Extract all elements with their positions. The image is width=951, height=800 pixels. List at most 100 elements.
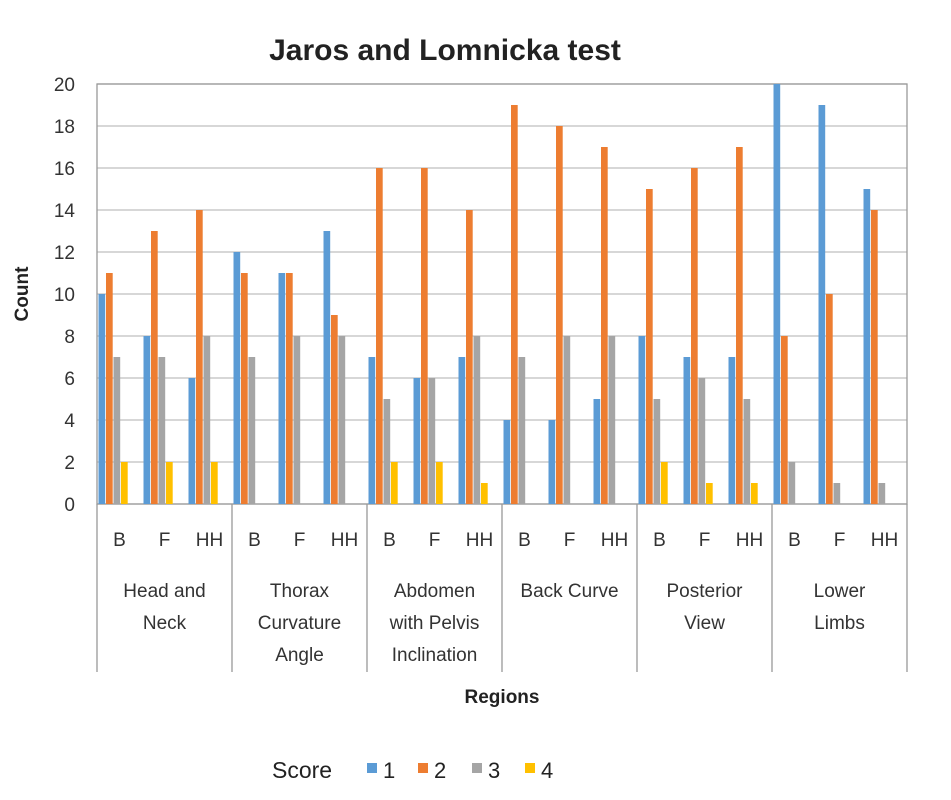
- subcategory-label: F: [294, 530, 306, 551]
- bar-series-1: [548, 420, 556, 504]
- bar-series-1: [818, 105, 826, 504]
- subcategory-label: F: [429, 530, 441, 551]
- gridlines: 0 2 4 6 8 10 12 14 16 18 20: [54, 75, 908, 516]
- bar-series-1: [413, 378, 421, 504]
- bar-series-2: [466, 210, 473, 504]
- legend: Score 1 2 3 4: [272, 757, 553, 783]
- bar-series-4: [661, 462, 668, 504]
- bar-series-3: [878, 483, 886, 504]
- y-tick-label: 10: [54, 285, 75, 306]
- group-label: Curvature: [258, 613, 341, 634]
- bar-series-3: [248, 357, 256, 504]
- subcategory-label: B: [248, 530, 261, 551]
- group-label: Back Curve: [520, 581, 618, 602]
- bar-series-2: [871, 210, 878, 504]
- group-label: Inclination: [392, 645, 478, 666]
- subcategory-label: HH: [736, 530, 763, 551]
- bar-series-2: [691, 168, 698, 504]
- legend-label-2: 2: [434, 758, 446, 783]
- bar-series-3: [158, 357, 166, 504]
- bar-series-2: [151, 231, 158, 504]
- bar-series-1: [863, 189, 871, 504]
- legend-label-3: 3: [488, 758, 500, 783]
- bar-series-4: [166, 462, 173, 504]
- group-label: Limbs: [814, 613, 865, 634]
- y-tick-label: 2: [64, 453, 75, 474]
- group-label: Lower: [814, 581, 866, 602]
- legend-swatch-2: [418, 763, 428, 773]
- group-label: Head and: [123, 581, 205, 602]
- bar-series-3: [833, 483, 841, 504]
- bar-series-2: [601, 147, 608, 504]
- bar-series-2: [106, 273, 113, 504]
- subcategory-label: B: [518, 530, 531, 551]
- bar-series-2: [781, 336, 788, 504]
- bar-series-4: [436, 462, 443, 504]
- subcategory-label: B: [653, 530, 666, 551]
- legend-label-4: 4: [541, 758, 553, 783]
- y-tick-label: 16: [54, 159, 75, 180]
- bar-series-2: [511, 105, 518, 504]
- bar-series-2: [736, 147, 743, 504]
- bar-series-3: [608, 336, 616, 504]
- group-label: Posterior: [666, 581, 743, 602]
- bar-series-1: [503, 420, 511, 504]
- bar-series-3: [473, 336, 481, 504]
- bar-series-1: [458, 357, 466, 504]
- bar-series-1: [323, 231, 331, 504]
- bar-series-1: [368, 357, 376, 504]
- chart-title: Jaros and Lomnicka test: [269, 34, 621, 67]
- bar-series-2: [286, 273, 293, 504]
- subcategory-label: HH: [196, 530, 223, 551]
- bar-series-2: [196, 210, 203, 504]
- bar-series-3: [113, 357, 121, 504]
- subcategory-label: B: [383, 530, 396, 551]
- group-label: Abdomen: [394, 581, 475, 602]
- bar-series-3: [428, 378, 436, 504]
- bar-series-1: [728, 357, 736, 504]
- bar-series-1: [98, 294, 106, 504]
- y-tick-label: 8: [64, 327, 75, 348]
- bar-series-1: [683, 357, 691, 504]
- subcategory-label: F: [834, 530, 846, 551]
- legend-swatch-4: [525, 763, 535, 773]
- bar-series-3: [698, 378, 706, 504]
- bar-series-3: [563, 336, 571, 504]
- bar-series-3: [743, 399, 751, 504]
- y-tick-label: 0: [64, 495, 75, 516]
- legend-swatch-3: [472, 763, 482, 773]
- y-axis-title: Count: [12, 266, 33, 322]
- bar-series-3: [338, 336, 346, 504]
- bar-series-1: [278, 273, 286, 504]
- bar-series-1: [593, 399, 601, 504]
- y-tick-label: 14: [54, 201, 76, 222]
- bar-series-4: [481, 483, 488, 504]
- y-tick-label: 4: [64, 411, 75, 432]
- bar-series-1: [143, 336, 151, 504]
- bar-series-2: [376, 168, 383, 504]
- group-label: Thorax: [270, 581, 330, 602]
- bar-series-4: [121, 462, 128, 504]
- y-tick-label: 18: [54, 117, 75, 138]
- bar-series-2: [421, 168, 428, 504]
- y-tick-label: 20: [54, 75, 75, 96]
- group-label: with Pelvis: [389, 613, 480, 634]
- bars: [98, 84, 886, 504]
- subcategory-label: B: [113, 530, 126, 551]
- subcategory-label: HH: [331, 530, 358, 551]
- subcategory-label: HH: [601, 530, 628, 551]
- bar-series-4: [391, 462, 398, 504]
- bar-series-3: [518, 357, 526, 504]
- subcategory-label: HH: [871, 530, 898, 551]
- subcategory-label: F: [159, 530, 171, 551]
- group-label: Neck: [143, 613, 187, 634]
- subcategory-label: F: [564, 530, 576, 551]
- bar-series-4: [706, 483, 713, 504]
- bar-series-3: [293, 336, 301, 504]
- bar-series-4: [751, 483, 758, 504]
- subcategory-label: F: [699, 530, 711, 551]
- bar-series-2: [331, 315, 338, 504]
- bar-series-3: [383, 399, 391, 504]
- subcategory-label: HH: [466, 530, 493, 551]
